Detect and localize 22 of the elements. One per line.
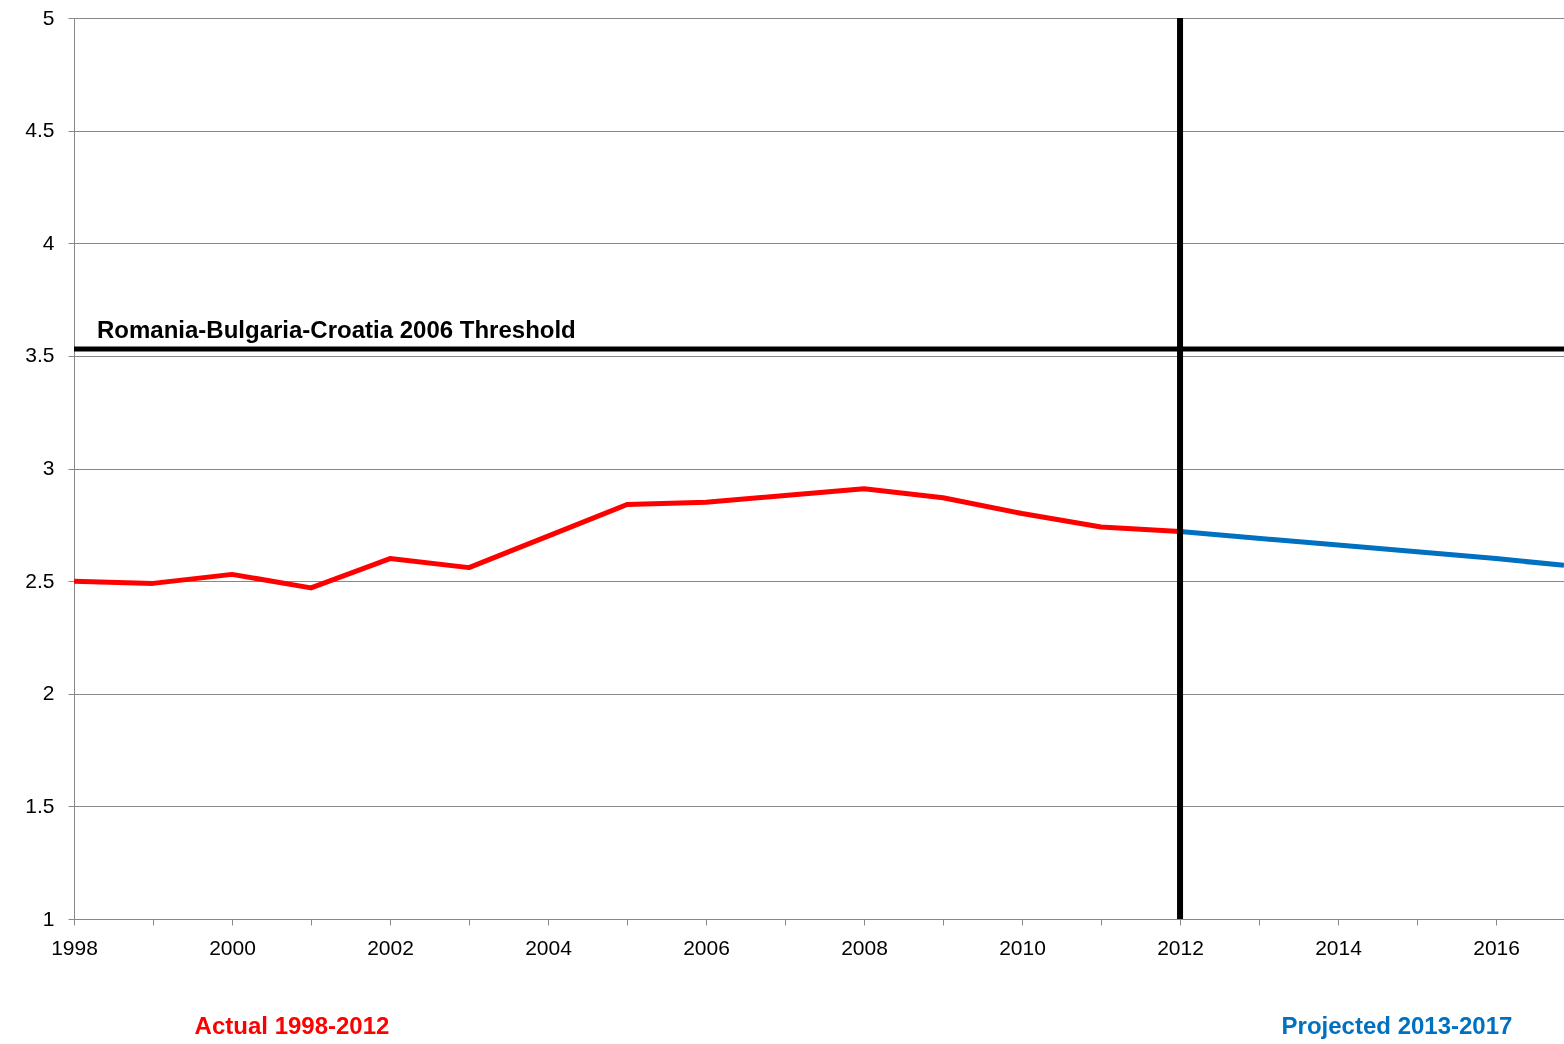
y-tick-label: 3 [42,456,55,479]
y-tick-label: 1 [42,906,55,930]
x-tick-label: 2008 [841,935,888,959]
y-tick-label: 2.5 [25,568,55,592]
y-tick-label: 1.5 [25,793,55,817]
x-tick-label: 2010 [999,935,1046,959]
y-tick-label: 5 [42,5,55,29]
x-tick-label: 2012 [1157,935,1204,959]
y-tick-label: 4.5 [25,118,55,142]
x-tick-label: 2014 [1315,935,1363,959]
x-tick-label: 2002 [367,935,414,959]
x-tick-label: 2004 [525,935,573,959]
y-tick-label: 3.5 [25,343,55,367]
y-tick-label: 4 [42,230,55,254]
x-tick-label: 2000 [209,935,256,959]
x-tick-label: 2016 [1473,935,1520,959]
x-tick-label: 2006 [683,935,730,959]
x-tick-label: 1998 [51,935,98,959]
text: Projected 2013-2017 [1281,1012,1513,1039]
ref-line-label: Romania-Bulgaria-Croatia 2006 Threshold [97,316,576,344]
y-tick-label: 2 [42,681,55,705]
text: Actual 1998-2012 [194,1012,390,1039]
